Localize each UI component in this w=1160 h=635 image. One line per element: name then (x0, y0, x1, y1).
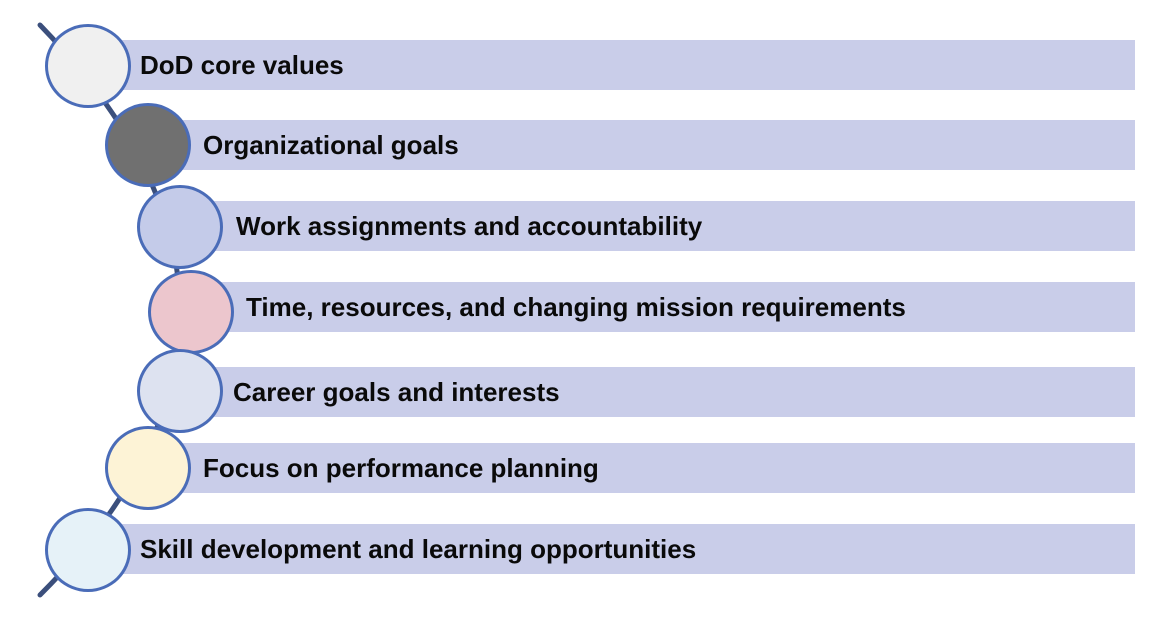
list-item-marker (105, 426, 191, 510)
list-item-label: DoD core values (140, 50, 344, 80)
list-item-marker (105, 103, 191, 187)
list-item-bar: Work assignments and accountability (178, 201, 1135, 251)
list-item-label: Organizational goals (203, 130, 459, 160)
list-item-bar: Career goals and interests (178, 367, 1135, 417)
list-item-label: Focus on performance planning (203, 453, 599, 483)
list-item-marker (148, 270, 234, 354)
list-item-label: Skill development and learning opportuni… (140, 534, 697, 564)
list-item-marker (45, 24, 131, 108)
list-item-bar: Time, resources, and changing mission re… (189, 282, 1135, 332)
list-item-label: Time, resources, and changing mission re… (246, 292, 906, 322)
list-item-bar: Skill development and learning opportuni… (82, 524, 1135, 574)
list-item-marker (45, 508, 131, 592)
list-item-bar: Focus on performance planning (145, 443, 1135, 493)
list-item-marker (137, 185, 223, 269)
list-item-marker (137, 349, 223, 433)
list-item-label: Work assignments and accountability (236, 211, 703, 241)
list-item-bar: Organizational goals (145, 120, 1135, 170)
list-item-bar: DoD core values (82, 40, 1135, 90)
list-item-label: Career goals and interests (233, 377, 560, 407)
